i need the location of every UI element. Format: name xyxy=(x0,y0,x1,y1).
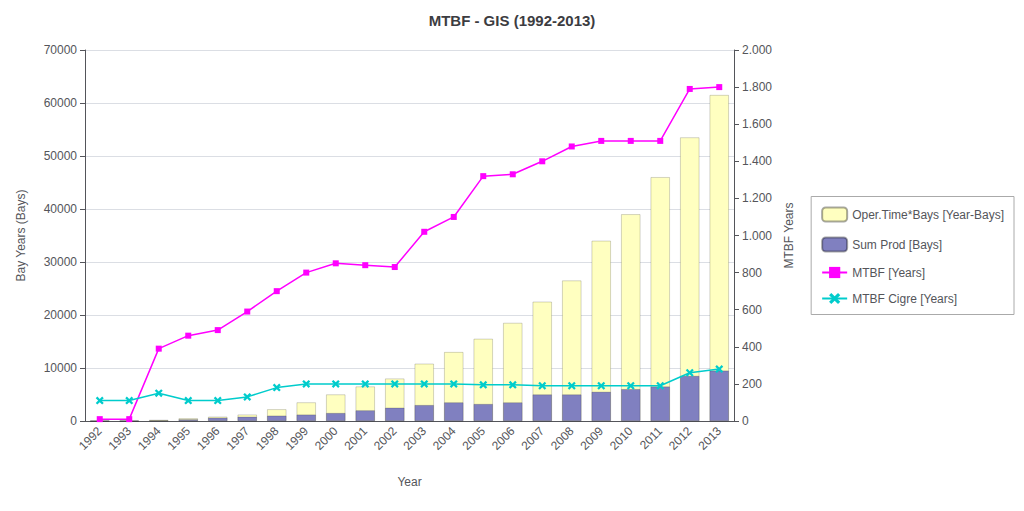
svg-text:2001: 2001 xyxy=(341,424,370,453)
svg-text:1.200: 1.200 xyxy=(742,191,772,205)
svg-text:20000: 20000 xyxy=(44,308,78,322)
svg-text:2006: 2006 xyxy=(489,424,518,453)
svg-text:60000: 60000 xyxy=(44,96,78,110)
svg-text:1992: 1992 xyxy=(76,424,105,453)
svg-text:MTBF [Years]: MTBF [Years] xyxy=(852,266,925,280)
svg-text:600: 600 xyxy=(742,303,762,317)
svg-text:2003: 2003 xyxy=(400,424,429,453)
svg-text:2008: 2008 xyxy=(548,424,577,453)
svg-text:2.000: 2.000 xyxy=(742,43,772,57)
svg-text:200: 200 xyxy=(742,377,762,391)
svg-text:2005: 2005 xyxy=(459,424,488,453)
svg-text:1.600: 1.600 xyxy=(742,117,772,131)
svg-text:MTBF - GIS (1992-2013): MTBF - GIS (1992-2013) xyxy=(429,12,596,29)
svg-text:2002: 2002 xyxy=(371,424,400,453)
svg-text:70000: 70000 xyxy=(44,43,78,57)
svg-text:2004: 2004 xyxy=(430,424,459,453)
svg-text:2011: 2011 xyxy=(637,424,665,452)
svg-text:1996: 1996 xyxy=(194,424,223,453)
svg-text:MTBF Cigre [Years]: MTBF Cigre [Years] xyxy=(852,292,957,306)
svg-text:Oper.Time*Bays [Year-Bays]: Oper.Time*Bays [Year-Bays] xyxy=(852,208,1004,222)
svg-text:2007: 2007 xyxy=(518,424,547,453)
svg-text:1999: 1999 xyxy=(282,424,311,453)
svg-text:2009: 2009 xyxy=(577,424,606,453)
svg-text:50000: 50000 xyxy=(44,149,78,163)
svg-text:1993: 1993 xyxy=(105,424,134,453)
svg-text:1994: 1994 xyxy=(135,424,164,453)
svg-text:2000: 2000 xyxy=(312,424,341,453)
svg-text:1.800: 1.800 xyxy=(742,80,772,94)
svg-text:40000: 40000 xyxy=(44,202,78,216)
svg-text:1995: 1995 xyxy=(164,424,193,453)
svg-text:1.000: 1.000 xyxy=(742,229,772,243)
svg-text:800: 800 xyxy=(742,266,762,280)
svg-text:1998: 1998 xyxy=(253,424,282,453)
svg-text:2010: 2010 xyxy=(607,424,636,453)
svg-text:Year: Year xyxy=(397,475,421,489)
svg-text:MTBF Years: MTBF Years xyxy=(782,202,796,268)
svg-text:10000: 10000 xyxy=(44,361,78,375)
svg-text:1997: 1997 xyxy=(223,424,252,453)
svg-text:30000: 30000 xyxy=(44,255,78,269)
svg-text:2012: 2012 xyxy=(666,424,695,453)
svg-text:1.400: 1.400 xyxy=(742,154,772,168)
svg-text:0: 0 xyxy=(742,414,749,428)
svg-text:2013: 2013 xyxy=(695,424,724,453)
svg-text:Bay Years (Bays): Bay Years (Bays) xyxy=(14,189,28,281)
svg-text:Sum Prod [Bays]: Sum Prod [Bays] xyxy=(852,238,942,252)
svg-text:0: 0 xyxy=(70,414,77,428)
svg-text:400: 400 xyxy=(742,340,762,354)
